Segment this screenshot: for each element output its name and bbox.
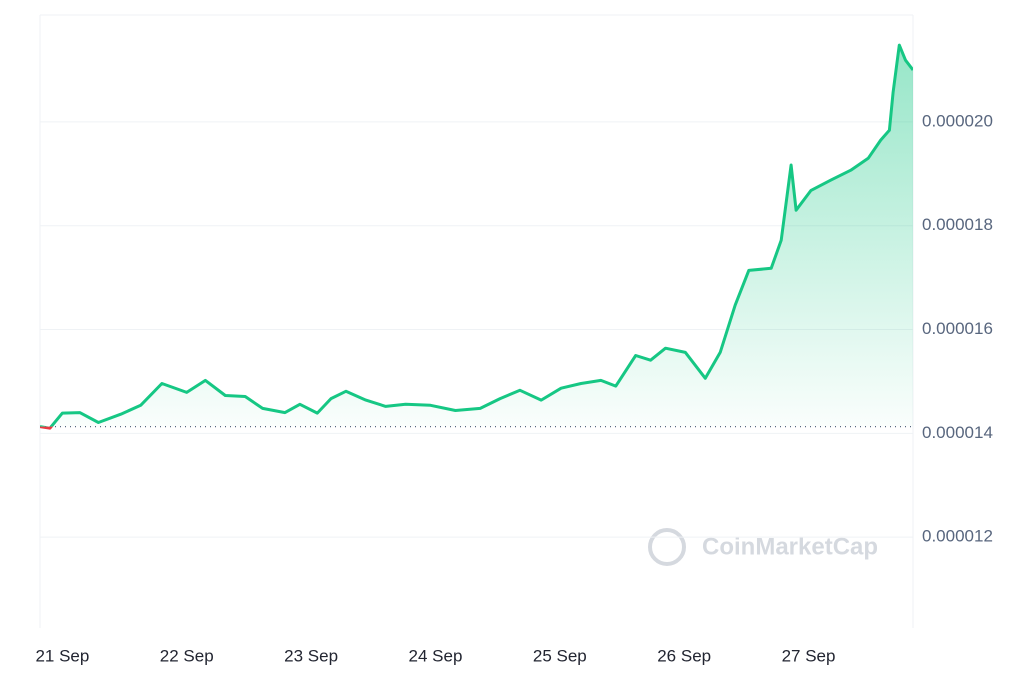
x-tick-label: 26 Sep <box>657 646 711 665</box>
price-line <box>40 43 913 427</box>
y-tick-label: 0.000020 <box>922 111 993 130</box>
price-area <box>40 45 913 427</box>
watermark: CoinMarketCap <box>648 528 878 566</box>
watermark-text: CoinMarketCap <box>702 533 878 560</box>
y-tick-label: 0.000012 <box>922 527 993 546</box>
y-tick-label: 0.000014 <box>922 423 993 442</box>
y-tick-label: 0.000016 <box>922 319 993 338</box>
x-tick-label: 22 Sep <box>160 646 214 665</box>
x-tick-label: 27 Sep <box>782 646 836 665</box>
x-tick-label: 21 Sep <box>35 646 89 665</box>
x-tick-label: 23 Sep <box>284 646 338 665</box>
y-tick-label: 0.000018 <box>922 215 993 234</box>
x-tick-label: 24 Sep <box>409 646 463 665</box>
watermark-icon <box>648 528 686 566</box>
x-tick-label: 25 Sep <box>533 646 587 665</box>
